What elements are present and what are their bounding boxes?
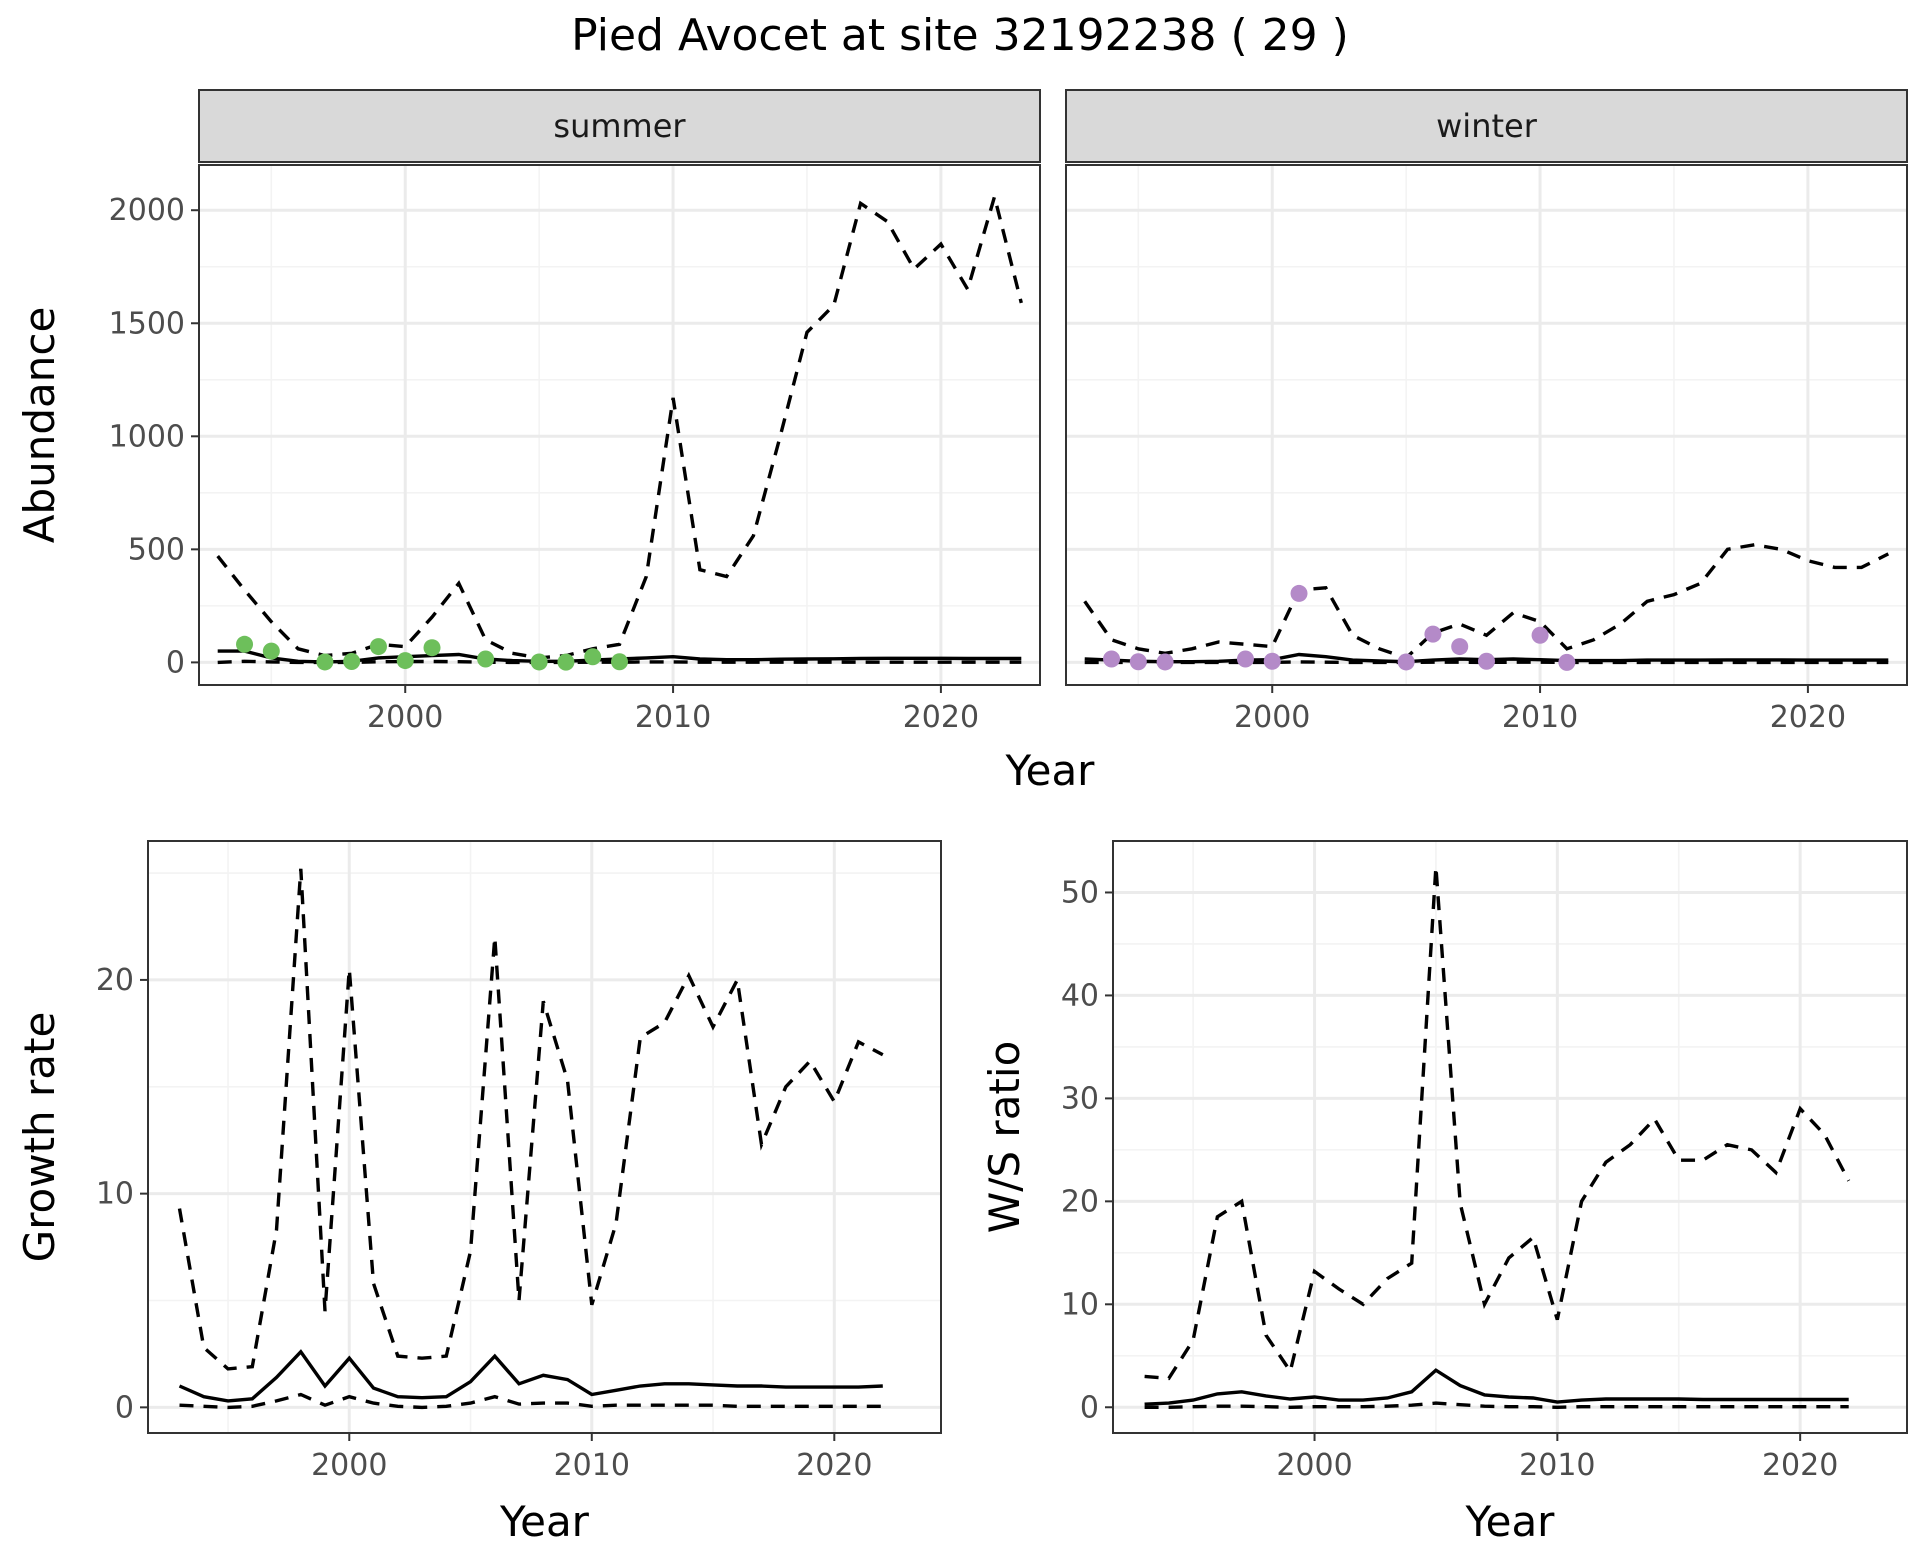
- series-line-solid-1: [1144, 1368, 1849, 1406]
- panel-growth-rate: 2000 2010 2020 0 10 20 Growth rate Year: [15, 840, 942, 1546]
- y-axis-title: W/S ratio: [980, 1041, 1029, 1234]
- x-tick-label: 2010: [1519, 1448, 1595, 1483]
- panel-background: [148, 841, 941, 1433]
- data-point: [611, 653, 628, 671]
- panel-border: [198, 164, 1041, 686]
- panel-summer: summer 2000 2010 2020 0 500 1000 1500 2000 Abunda…: [15, 89, 1041, 735]
- data-point: [236, 635, 254, 653]
- panel-border: [147, 840, 942, 1434]
- series-line-dashed-2: [1084, 660, 1889, 665]
- data-point: [1531, 626, 1549, 644]
- panel-winter: winter 2000 2010 2020: [1065, 89, 1908, 735]
- data-point: [343, 652, 361, 670]
- panel-ws-ratio: 2000 2010 2020 0 10 20 30 40 50 W/S ratio Year: [980, 840, 1908, 1546]
- x-tick-label: 2020: [1770, 700, 1846, 735]
- y-tick-label: 500: [128, 532, 185, 567]
- grid: [148, 841, 941, 1433]
- top-x-axis-title: Year: [1005, 746, 1096, 795]
- data-point: [1451, 638, 1469, 656]
- facet-strip-label: summer: [553, 107, 686, 145]
- series-line-solid-1: [178, 1349, 883, 1403]
- series-line-dashed-0: [1083, 543, 1890, 660]
- y-tick-label: 20: [96, 963, 134, 998]
- panel-background: [1113, 841, 1907, 1433]
- data-point: [1397, 653, 1415, 671]
- data-point: [369, 638, 387, 656]
- facet-strip-label: winter: [1436, 107, 1538, 145]
- y-tick-label: 20: [1061, 1184, 1099, 1219]
- data-point: [1156, 653, 1174, 671]
- data-point: [1478, 652, 1495, 670]
- data-point: [1290, 584, 1308, 602]
- series-line-dashed-2: [179, 1392, 883, 1410]
- facet-strip: [198, 89, 1041, 163]
- y-tick-label: 0: [166, 645, 185, 680]
- panel-border: [1065, 164, 1908, 686]
- y-axis-title: Abundance: [15, 307, 64, 544]
- x-tick-label: 2000: [367, 700, 443, 735]
- x-tick-label: 2000: [1276, 1448, 1352, 1483]
- series-line-dashed-0: [1144, 866, 1851, 1381]
- data-point: [1129, 653, 1147, 671]
- data-point: [1424, 625, 1442, 643]
- x-axis-title: Year: [499, 1497, 590, 1546]
- y-tick-label: 2000: [109, 193, 185, 228]
- x-tick-label: 2010: [554, 1448, 630, 1483]
- chart-title: Pied Avocet at site 32192238 ( 29 ): [571, 10, 1349, 61]
- y-tick-label: 0: [115, 1390, 134, 1425]
- data-point: [477, 650, 495, 668]
- data-point: [557, 653, 575, 671]
- x-tick-label: 2010: [635, 700, 711, 735]
- x-tick-label: 2020: [903, 700, 979, 735]
- data-point: [1263, 652, 1281, 670]
- x-axis-title: Year: [1465, 1497, 1556, 1546]
- facet-strip: [1065, 89, 1908, 163]
- x-tick-label: 2010: [1502, 700, 1578, 735]
- y-axis-title: Growth rate: [15, 1012, 64, 1263]
- y-tick-label: 10: [1061, 1287, 1099, 1322]
- data-point: [1558, 653, 1576, 671]
- data-point: [530, 653, 548, 671]
- panel-border: [1112, 840, 1908, 1434]
- x-tick-label: 2000: [1234, 700, 1310, 735]
- y-tick-label: 10: [96, 1177, 134, 1212]
- data-point: [262, 642, 280, 660]
- data-point: [423, 639, 441, 657]
- data-point: [1236, 650, 1254, 668]
- series-line-dashed-0: [177, 868, 884, 1371]
- series-line-dashed-2: [1144, 1401, 1849, 1410]
- panel-background: [1066, 165, 1907, 685]
- y-tick-label: 40: [1061, 978, 1099, 1013]
- data-point: [584, 648, 602, 666]
- y-tick-label: 1500: [109, 306, 185, 341]
- x-tick-label: 2000: [311, 1448, 387, 1483]
- y-tick-label: 1000: [109, 419, 185, 454]
- y-tick-label: 30: [1061, 1081, 1099, 1116]
- data-point: [316, 653, 334, 671]
- data-point: [1103, 650, 1121, 668]
- y-tick-label: 0: [1080, 1390, 1099, 1425]
- y-tick-label: 50: [1061, 875, 1099, 910]
- panel-background: [199, 165, 1040, 685]
- x-tick-label: 2020: [1762, 1448, 1838, 1483]
- data-point: [396, 652, 414, 670]
- x-tick-label: 2020: [796, 1448, 872, 1483]
